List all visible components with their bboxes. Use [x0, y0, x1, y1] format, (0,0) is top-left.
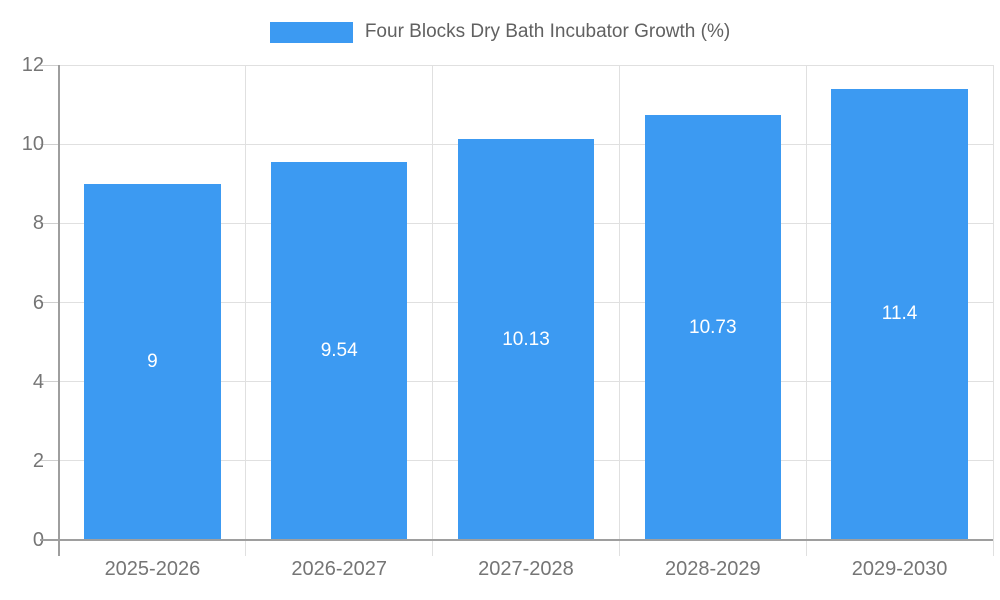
- bar-value-label: 11.4: [881, 303, 918, 325]
- y-axis-line: [58, 65, 60, 556]
- y-axis-tick-label: 12: [21, 54, 44, 76]
- y-axis-tick: [40, 143, 59, 145]
- bar-2028-2029: 10.73: [644, 115, 781, 540]
- v-gridline: [805, 65, 807, 556]
- chart-legend: Four Blocks Dry Bath Incubator Growth (%…: [0, 13, 1000, 51]
- y-axis-tick-label: 4: [32, 370, 44, 393]
- x-axis-category-label: 2028-2029: [664, 558, 761, 580]
- y-axis-tick: [40, 381, 59, 383]
- y-axis-tick: [40, 302, 59, 303]
- h-gridline: [59, 64, 993, 66]
- y-axis-tick-label: 10: [21, 133, 44, 156]
- y-axis-tick: [40, 460, 59, 462]
- bar-value-label: 9.54: [320, 340, 358, 362]
- y-axis-tick-label: 2: [32, 449, 44, 472]
- x-axis-category-label: 2025-2026: [104, 558, 201, 580]
- v-gridline: [618, 65, 620, 556]
- bar-2029-2030: 11.4: [831, 88, 968, 540]
- bar-2027-2028: 10.13: [457, 139, 595, 540]
- bar-value-label: 10.73: [689, 316, 737, 338]
- y-axis-tick-label: 8: [32, 212, 44, 235]
- bar-value-label: 9: [147, 350, 158, 372]
- legend-swatch: [269, 21, 353, 43]
- v-gridline: [432, 65, 434, 556]
- v-gridline: [992, 65, 994, 556]
- legend-title: Four Blocks Dry Bath Incubator Growth (%…: [364, 21, 731, 42]
- x-axis-line: [40, 539, 993, 541]
- x-axis-category-label: 2027-2028: [478, 558, 574, 580]
- y-axis-tick-label: 0: [32, 529, 44, 551]
- v-gridline: [245, 65, 247, 556]
- bar-2026-2027: 9.54: [271, 162, 408, 540]
- y-axis-tick-label: 6: [32, 291, 44, 314]
- y-axis-tick: [40, 222, 59, 224]
- plot-area: 9 9.54 10.13 10.73 11.4: [59, 64, 994, 556]
- bar-value-label: 10.13: [502, 328, 550, 350]
- x-axis-category-label: 2029-2030: [851, 558, 948, 580]
- bar-2025-2026: 9: [84, 183, 221, 540]
- x-axis-category-label: 2026-2027: [291, 558, 388, 580]
- y-axis-tick: [40, 64, 59, 66]
